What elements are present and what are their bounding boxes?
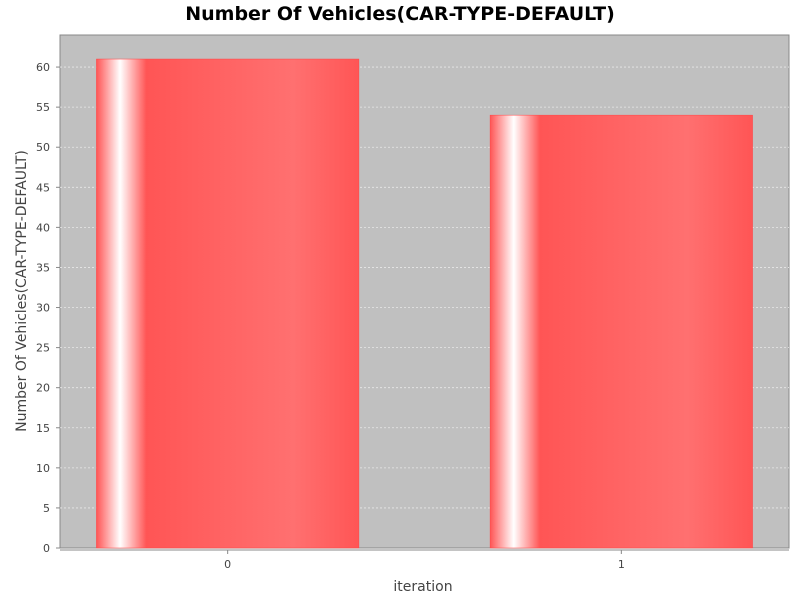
y-tick-label: 60	[36, 61, 50, 74]
y-tick-label: 30	[36, 302, 50, 315]
y-tick-label: 25	[36, 342, 50, 355]
x-tick-label: 0	[224, 558, 231, 571]
y-tick-label: 40	[36, 221, 50, 234]
y-tick-label: 20	[36, 382, 50, 395]
y-tick-label: 55	[36, 101, 50, 114]
x-tick-label: 1	[618, 558, 625, 571]
y-tick-label: 5	[43, 502, 50, 515]
bars	[96, 58, 753, 549]
y-tick-labels: 0 5 10 15 20 25 30 35 40 45 50 55 60	[36, 61, 60, 555]
y-tick-label: 35	[36, 261, 50, 274]
chart-title: Number Of Vehicles(CAR-TYPE-DEFAULT)	[185, 3, 615, 25]
bar-1	[489, 114, 753, 549]
bar-0	[96, 58, 360, 549]
y-tick-label: 0	[43, 542, 50, 555]
y-axis-label: Number Of Vehicles(CAR-TYPE-DEFAULT)	[14, 150, 30, 432]
y-tick-label: 45	[36, 181, 50, 194]
x-axis-label: iteration	[393, 579, 452, 595]
y-tick-label: 10	[36, 462, 50, 475]
y-tick-label: 15	[36, 422, 50, 435]
y-tick-label: 50	[36, 141, 50, 154]
